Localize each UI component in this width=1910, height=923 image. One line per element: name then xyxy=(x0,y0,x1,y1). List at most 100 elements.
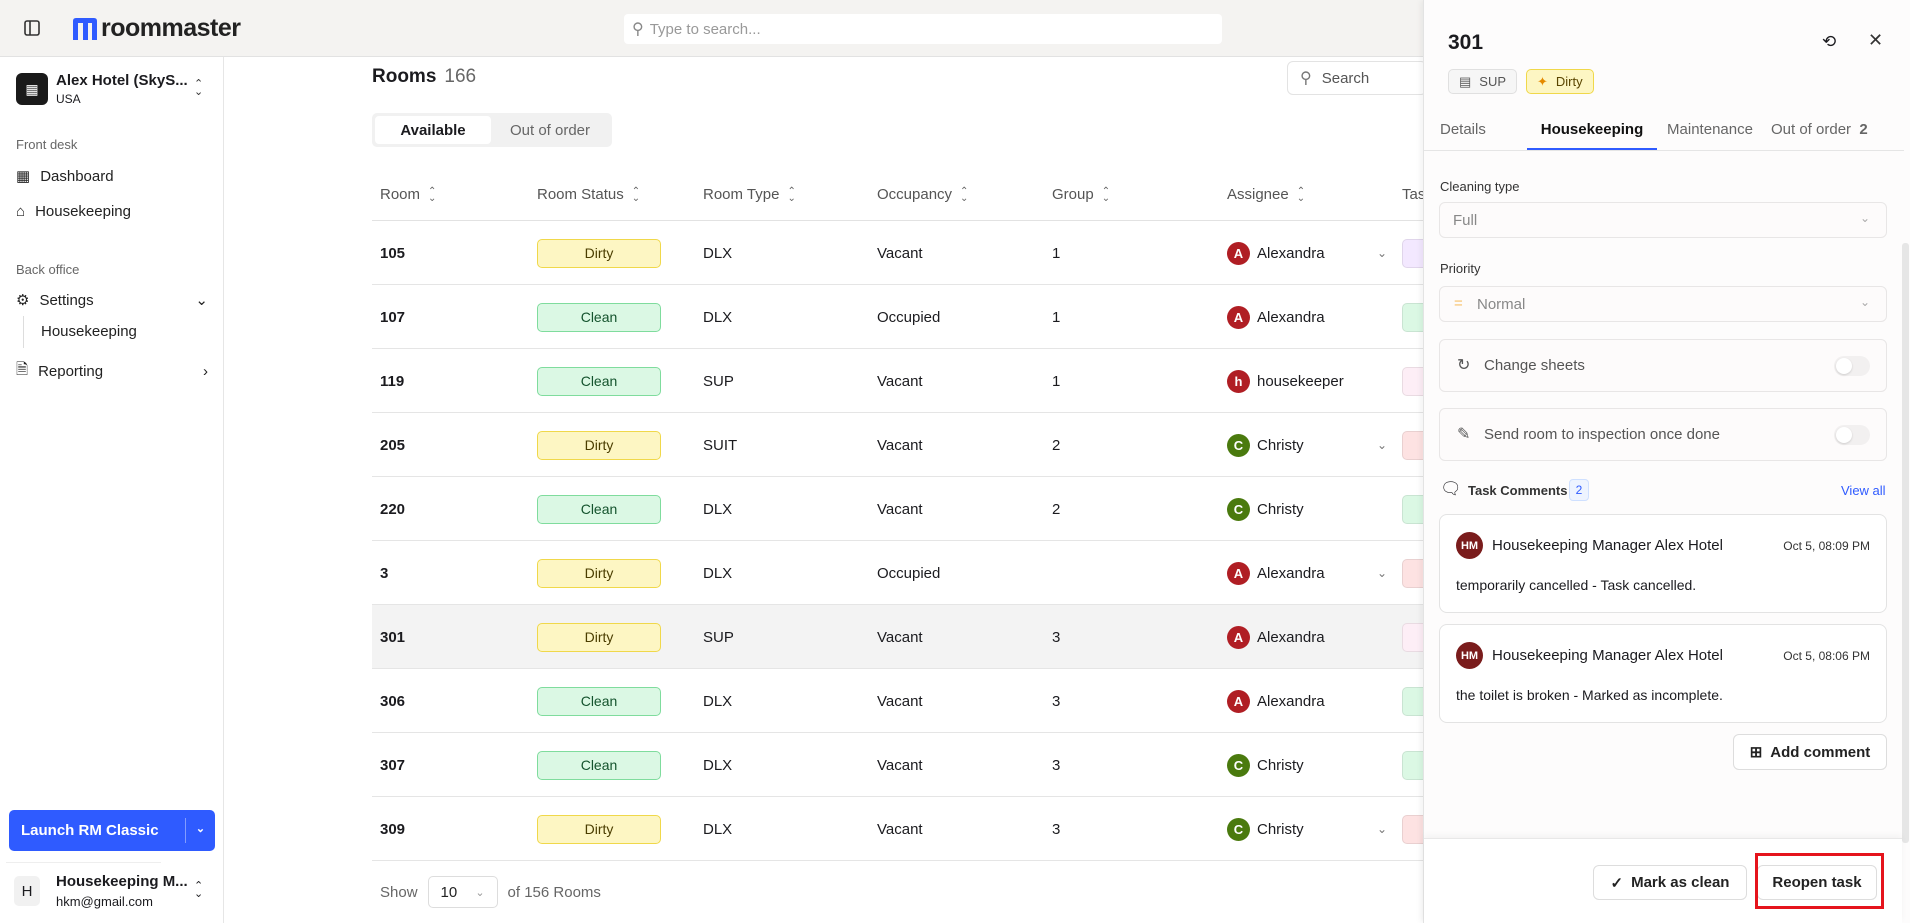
tab-maintenance[interactable]: Maintenance xyxy=(1667,121,1753,138)
chevron-down-icon[interactable]: ⌄ xyxy=(185,818,215,843)
group: 2 xyxy=(1052,436,1061,454)
assignee-cell[interactable]: A Alexandra ⌄ xyxy=(1227,221,1387,285)
room-type: DLX xyxy=(703,692,733,710)
rooms-search-input[interactable]: ⚲ Search xyxy=(1287,61,1427,95)
column-header[interactable]: Tas xyxy=(1402,186,1425,203)
room-number: 3 xyxy=(380,564,389,582)
tab-housekeeping[interactable]: Housekeeping xyxy=(1527,121,1657,150)
occupancy: Occupied xyxy=(877,564,941,582)
assignee-cell[interactable]: C Christy ⌄ xyxy=(1227,413,1387,477)
table-row[interactable]: 105 Dirty DLX Vacant 1 A Alexandra ⌄ xyxy=(372,221,1462,285)
assignee-cell: h housekeeper xyxy=(1227,349,1387,413)
chevron-down-icon[interactable]: ⌄ xyxy=(1376,246,1387,260)
sidebar-item-housekeeping[interactable]: ⌂ Housekeeping xyxy=(16,203,131,220)
sidebar-item-reporting[interactable]: 🗎 Reporting › xyxy=(16,359,208,384)
search-placeholder: Type to search... xyxy=(649,20,761,38)
table-row[interactable]: 205 Dirty SUIT Vacant 2 C Christy ⌄ xyxy=(372,413,1462,477)
tab-available[interactable]: Available xyxy=(375,116,491,144)
chevron-updown-icon: ⌃ ⌄ xyxy=(194,880,204,900)
cleaning-type-select[interactable]: Full ⌄ xyxy=(1439,202,1887,238)
column-label: Room Type xyxy=(703,186,780,203)
room-number: 205 xyxy=(380,436,406,454)
user-email: hkm@gmail.com xyxy=(56,894,153,909)
search-placeholder: Search xyxy=(1321,69,1370,87)
mark-clean-label: Mark as clean xyxy=(1631,874,1730,891)
priority-normal-icon: = xyxy=(1454,295,1463,312)
tab-details[interactable]: Details xyxy=(1440,121,1486,138)
table-row[interactable]: 220 Clean DLX Vacant 2 C Christy xyxy=(372,477,1462,541)
history-icon[interactable]: ⟲ xyxy=(1822,32,1837,51)
bed-icon: ▤ xyxy=(1459,73,1472,89)
sidebar-item-settings[interactable]: ⚙ Settings ⌄ xyxy=(16,291,208,310)
comment-author: Housekeeping Manager Alex Hotel xyxy=(1492,647,1723,664)
column-header[interactable]: Room Type ⌃ ⌄ xyxy=(703,186,796,203)
table-row[interactable]: 301 Dirty SUP Vacant 3 A Alexandra xyxy=(372,605,1462,669)
add-comment-icon: ⊞ xyxy=(1749,744,1763,761)
table-row[interactable]: 107 Clean DLX Occupied 1 A Alexandra xyxy=(372,285,1462,349)
tab-out-of-order[interactable]: Out of order xyxy=(509,121,591,139)
chevron-down-icon[interactable]: ⌄ xyxy=(1376,822,1387,836)
add-comment-button[interactable]: ⊞ Add comment xyxy=(1733,734,1887,770)
comment-time: Oct 5, 08:09 PM xyxy=(1783,539,1870,553)
status-badge[interactable]: Clean xyxy=(537,302,661,332)
chevron-down-icon: ⌄ xyxy=(475,886,485,899)
column-header[interactable]: Group ⌃ ⌄ xyxy=(1052,186,1110,203)
tab-out-of-order[interactable]: Out of order 2 xyxy=(1771,121,1868,138)
main-content xyxy=(224,57,1423,923)
assignee-name: Christy xyxy=(1257,820,1304,838)
status-badge[interactable]: Clean xyxy=(537,494,661,524)
status-text: Dirty xyxy=(1555,74,1583,89)
sidebar: ▦ Alex Hotel (SkyS... USA ⌃ ⌄ Front desk … xyxy=(0,57,224,923)
reopen-task-button[interactable]: Reopen task xyxy=(1757,865,1877,900)
occupancy: Vacant xyxy=(877,436,923,454)
global-search[interactable]: ⚲ Type to search... xyxy=(624,14,1222,44)
highlight-box xyxy=(1755,853,1884,909)
sidebar-item-dashboard[interactable]: ▦ Dashboard xyxy=(16,167,114,186)
table-row[interactable]: 307 Clean DLX Vacant 3 C Christy xyxy=(372,733,1462,797)
chevron-down-icon[interactable]: ⌄ xyxy=(1376,566,1387,580)
sidebar-toggle-icon[interactable] xyxy=(22,18,42,38)
hotel-country: USA xyxy=(56,92,81,106)
assignee-cell[interactable]: A Alexandra ⌄ xyxy=(1227,541,1387,605)
status-badge[interactable]: Dirty xyxy=(537,814,661,844)
brand-name: roommaster xyxy=(101,14,241,42)
status-badge[interactable]: Dirty xyxy=(537,430,661,460)
cleaning-type-value: Full xyxy=(1453,212,1478,229)
nav-tree-line xyxy=(23,316,24,348)
assignee-cell[interactable]: C Christy ⌄ xyxy=(1227,797,1387,861)
column-header[interactable]: Room ⌃ ⌄ xyxy=(380,186,436,203)
table-row[interactable]: 309 Dirty DLX Vacant 3 C Christy ⌄ xyxy=(372,797,1462,861)
column-header[interactable]: Assignee ⌃ ⌄ xyxy=(1227,186,1305,203)
avatar: A xyxy=(1227,305,1250,329)
comment-author: Housekeeping Manager Alex Hotel xyxy=(1492,537,1723,554)
sidebar-item-label: Reporting xyxy=(38,363,104,380)
status-badge[interactable]: Dirty xyxy=(537,238,661,268)
status-badge[interactable]: Clean xyxy=(537,750,661,780)
status-badge[interactable]: Clean xyxy=(537,686,661,716)
user-menu[interactable]: H Housekeeping M... hkm@gmail.com ⌃ ⌄ xyxy=(14,873,214,913)
sidebar-item-label: Housekeeping xyxy=(35,203,131,220)
table-row[interactable]: 119 Clean SUP Vacant 1 h housekeeper xyxy=(372,349,1462,413)
home-icon: ⌂ xyxy=(16,203,26,220)
mark-as-clean-button[interactable]: ✓ Mark as clean xyxy=(1593,865,1747,900)
status-badge[interactable]: Dirty xyxy=(537,558,661,588)
panel-scrollbar[interactable] xyxy=(1902,243,1909,843)
chevron-down-icon[interactable]: ⌄ xyxy=(1376,438,1387,452)
status-badge[interactable]: Dirty xyxy=(537,622,661,652)
launch-rm-classic-button[interactable]: Launch RM Classic ⌄ xyxy=(9,810,215,851)
sidebar-item-settings-housekeeping[interactable]: Housekeeping xyxy=(41,323,137,340)
hotel-switcher[interactable]: ▦ Alex Hotel (SkyS... USA ⌃ ⌄ xyxy=(16,72,212,108)
change-sheets-toggle[interactable] xyxy=(1834,356,1870,376)
status-badge[interactable]: Clean xyxy=(537,366,661,396)
close-icon[interactable]: ✕ xyxy=(1868,30,1884,50)
building-icon: ▦ xyxy=(16,73,48,105)
column-header[interactable]: Occupancy ⌃ ⌄ xyxy=(877,186,968,203)
page-size-select[interactable]: 10 ⌄ xyxy=(427,876,498,908)
priority-select[interactable]: = Normal ⌄ xyxy=(1439,286,1887,322)
view-all-link[interactable]: View all xyxy=(1841,483,1886,498)
column-header[interactable]: Room Status ⌃ ⌄ xyxy=(537,186,640,203)
table-row[interactable]: 306 Clean DLX Vacant 3 A Alexandra xyxy=(372,669,1462,733)
send-inspection-toggle[interactable] xyxy=(1834,425,1870,445)
tabs-divider xyxy=(1424,150,1904,151)
table-row[interactable]: 3 Dirty DLX Occupied A Alexandra ⌄ xyxy=(372,541,1462,605)
